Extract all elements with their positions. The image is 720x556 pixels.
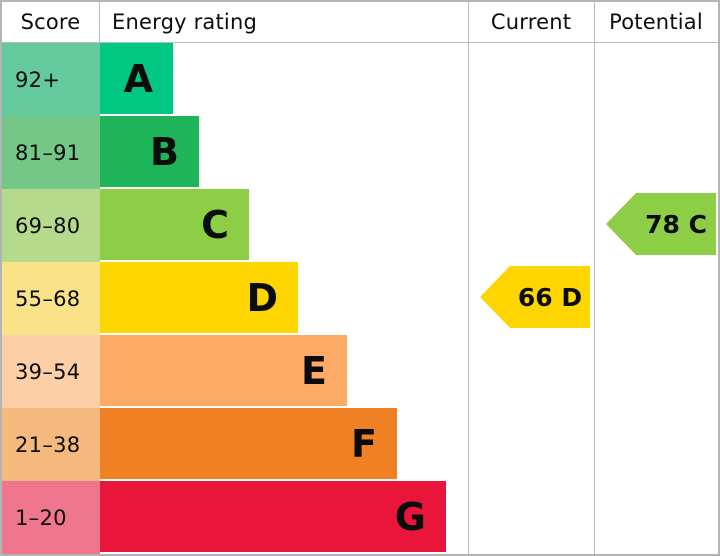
band-row: 55–68 D: [2, 262, 718, 335]
band-score-range: 69–80: [2, 189, 100, 262]
band-rows: 92+ A 81–91 B 69–80 C 55–68 D 39–54: [2, 43, 718, 554]
current-rating-value: 66 D: [517, 282, 583, 312]
current-column-header: Current: [490, 10, 572, 34]
band-row: 21–38 F: [2, 408, 718, 481]
band-score-range: 55–68: [2, 262, 100, 335]
band-score-range: 39–54: [2, 335, 100, 408]
band-score-range: 81–91: [2, 116, 100, 189]
band-bar: A: [100, 43, 173, 114]
energy-rating-column-header: Energy rating: [112, 10, 258, 34]
band-letter: C: [201, 202, 229, 247]
band-letter: D: [246, 275, 278, 320]
band-bar: B: [100, 116, 199, 187]
band-row: 1–20 G: [2, 481, 718, 554]
band-bar: G: [100, 481, 446, 552]
band-row: 92+ A: [2, 43, 718, 116]
band-letter: A: [123, 56, 153, 101]
band-bar: E: [100, 335, 347, 406]
band-score-range: 1–20: [2, 481, 100, 554]
band-letter: B: [150, 129, 179, 174]
band-row: 69–80 C: [2, 189, 718, 262]
chart-header: Score Energy rating Current Potential: [2, 2, 718, 43]
band-score-range: 92+: [2, 43, 100, 116]
band-row: 39–54 E: [2, 335, 718, 408]
band-letter: G: [394, 494, 426, 539]
current-column-divider: [468, 2, 469, 554]
band-bar: D: [100, 262, 298, 333]
band-score-range: 21–38: [2, 408, 100, 481]
band-bar: C: [100, 189, 249, 260]
band-letter: F: [351, 421, 377, 466]
potential-column-divider: [594, 2, 595, 554]
band-bar: F: [100, 408, 397, 479]
potential-rating-value: 78 C: [645, 209, 707, 239]
band-row: 81–91 B: [2, 116, 718, 189]
potential-column-header: Potential: [609, 10, 703, 34]
band-letter: E: [301, 348, 327, 393]
score-column-header: Score: [2, 2, 100, 42]
